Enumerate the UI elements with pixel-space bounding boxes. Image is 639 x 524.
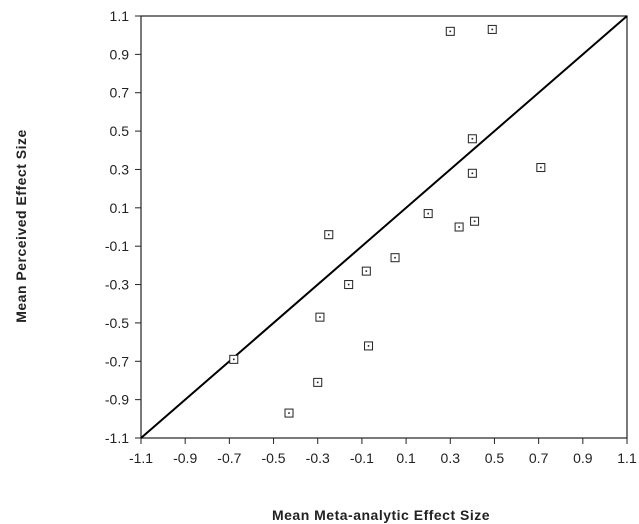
x-tick-label: -0.5 <box>261 450 285 466</box>
x-axis-title: Mean Meta-analytic Effect Size <box>272 507 490 523</box>
point-center-dot <box>471 172 474 175</box>
y-tick-label: 0.7 <box>110 85 130 101</box>
y-tick-label: -0.1 <box>105 238 129 254</box>
y-tick-label: 0.1 <box>110 200 130 216</box>
x-tick-label: 0.7 <box>529 450 549 466</box>
data-point <box>467 134 477 144</box>
x-tick-label: 0.5 <box>485 450 505 466</box>
x-tick-label: 0.9 <box>573 450 593 466</box>
y-tick-label: -0.5 <box>105 315 129 331</box>
data-point <box>454 222 464 232</box>
point-center-dot <box>316 381 319 384</box>
data-point <box>313 377 323 387</box>
point-center-dot <box>540 166 542 169</box>
point-center-dot <box>427 212 429 215</box>
x-tick-label: -0.9 <box>173 450 197 466</box>
data-points <box>229 24 546 418</box>
x-tick-label: -0.3 <box>306 450 330 466</box>
identity-line <box>140 15 628 439</box>
point-center-dot <box>365 270 368 272</box>
x-tick-label: -0.1 <box>350 450 374 466</box>
point-center-dot <box>458 226 460 228</box>
data-point <box>324 230 334 240</box>
plot-area <box>140 15 628 439</box>
point-center-dot <box>319 316 321 318</box>
point-center-dot <box>449 30 452 33</box>
point-center-dot <box>394 256 396 259</box>
data-point <box>536 163 546 173</box>
x-tick-label: -1.1 <box>129 450 153 466</box>
y-tick-label: 0.3 <box>110 161 130 177</box>
data-point <box>361 266 371 276</box>
data-point <box>390 253 400 263</box>
point-center-dot <box>232 358 235 361</box>
y-tick-label: -0.7 <box>105 353 129 369</box>
data-point <box>284 408 294 418</box>
x-tick-label: 0.1 <box>396 450 416 466</box>
y-tick-label: -1.1 <box>105 430 129 446</box>
data-point <box>315 312 325 322</box>
x-axis: -1.1 -0.9 -0.7 -0.5 -0.3 -0.1 0.1 0.3 0.5 0.7 0.9 1… <box>129 438 637 466</box>
y-axis-title: Mean Perceived Effect Size <box>13 129 29 323</box>
point-center-dot <box>491 28 494 31</box>
x-tick-label: 0.3 <box>441 450 461 466</box>
y-tick-label: 1.1 <box>110 8 130 24</box>
x-tick-label: -0.7 <box>217 450 241 466</box>
plot-frame <box>140 15 628 439</box>
point-center-dot <box>288 412 290 414</box>
x-tick-label: 1.1 <box>617 450 637 466</box>
point-center-dot <box>367 345 370 347</box>
y-tick-label: 0.5 <box>110 123 130 139</box>
y-tick-label: -0.9 <box>105 392 129 408</box>
data-point <box>467 168 477 178</box>
data-point <box>229 354 239 364</box>
y-tick-label: -0.3 <box>105 277 129 293</box>
point-center-dot <box>471 137 474 140</box>
data-point <box>470 216 480 226</box>
point-center-dot <box>327 233 330 236</box>
data-point <box>423 209 433 219</box>
point-center-dot <box>347 283 350 286</box>
data-point <box>344 280 354 290</box>
y-tick-label: 0.9 <box>110 46 130 62</box>
point-center-dot <box>473 220 476 223</box>
data-point <box>445 26 455 36</box>
y-axis: 1.1 0.9 0.7 0.5 0.3 0.1 -0.1 -0.3 -0.5 -0.7 -0.9 -1… <box>105 8 141 446</box>
reference-line-group <box>140 15 628 439</box>
data-point <box>487 24 497 34</box>
data-point <box>364 341 374 351</box>
